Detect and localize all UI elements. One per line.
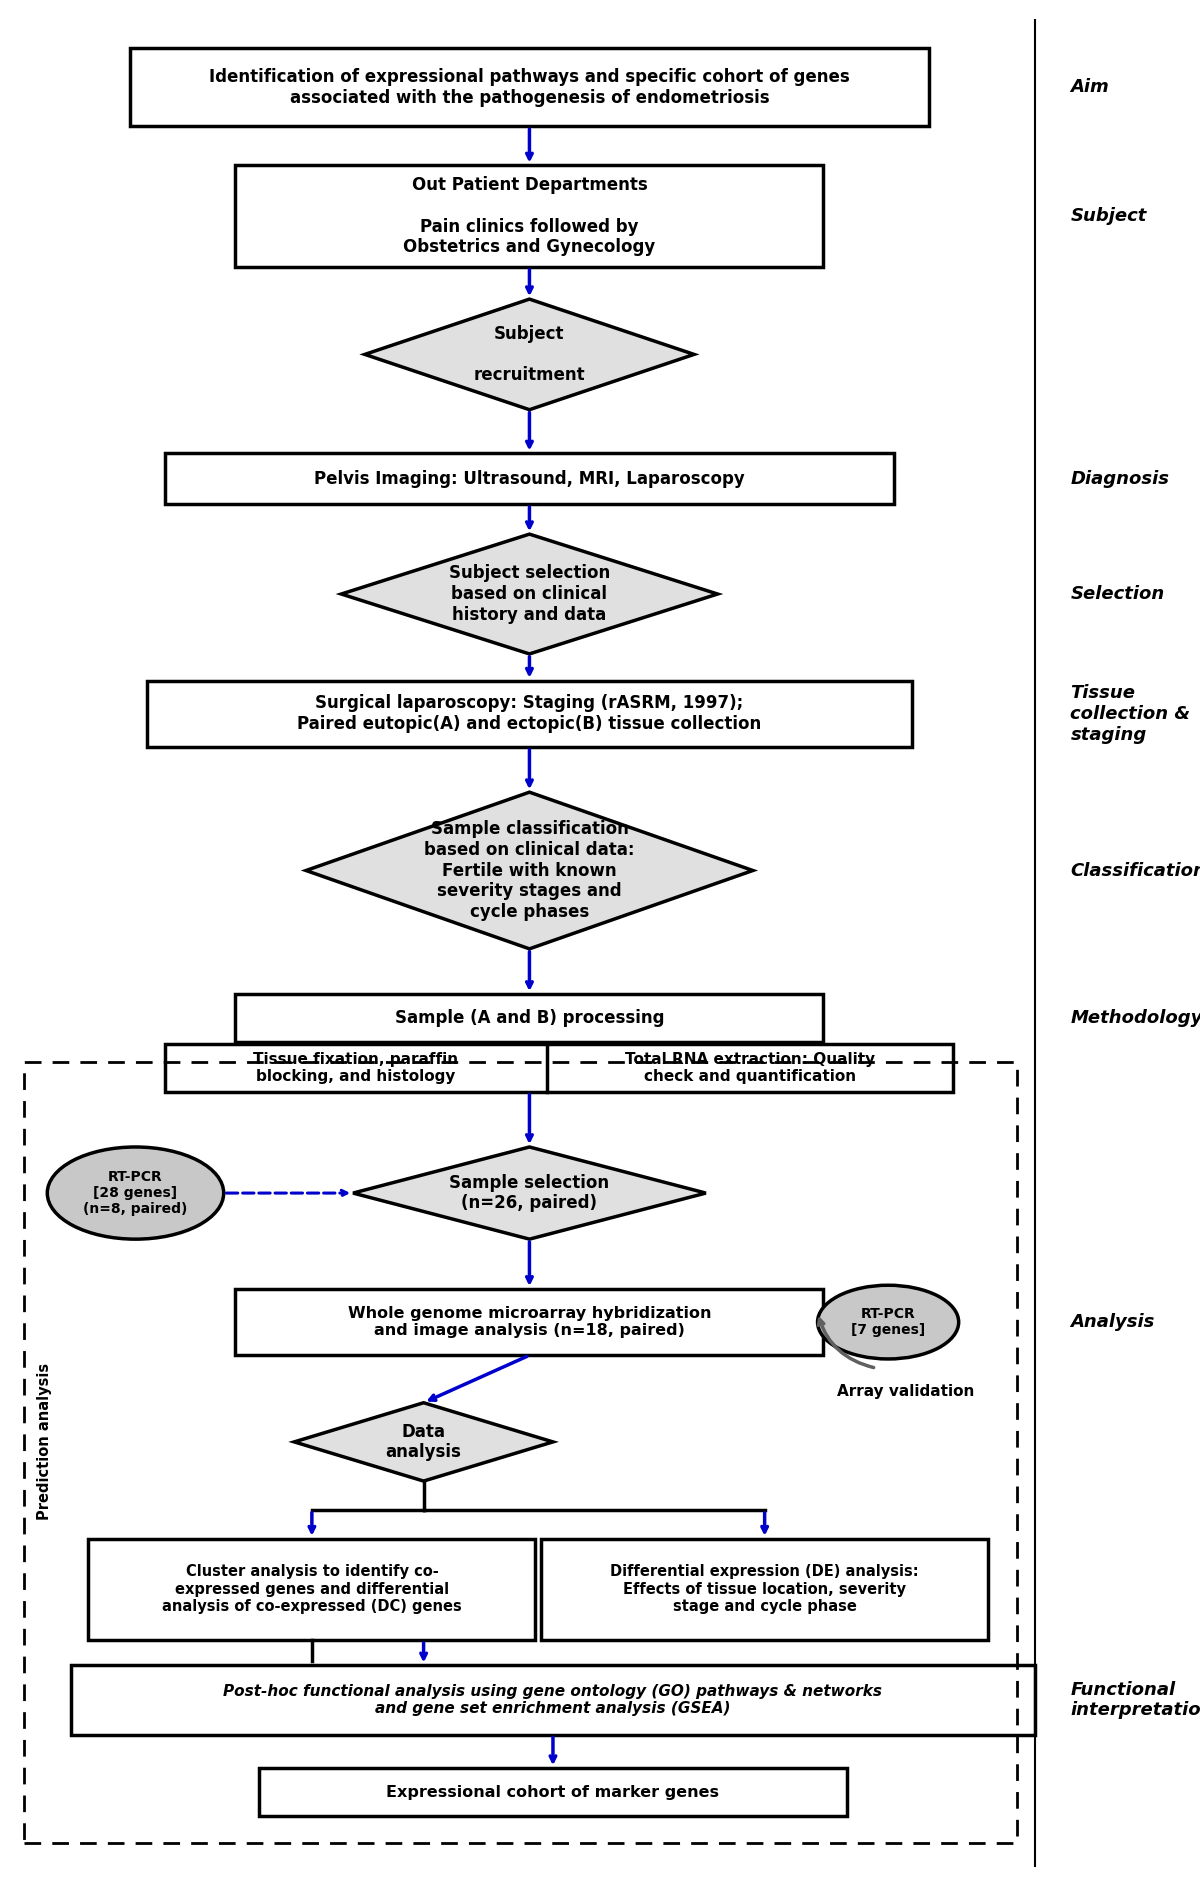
Text: Sample (A and B) processing: Sample (A and B) processing	[395, 1010, 664, 1027]
Text: RT-PCR
[7 genes]: RT-PCR [7 genes]	[851, 1307, 925, 1337]
FancyBboxPatch shape	[541, 1538, 988, 1640]
Polygon shape	[353, 1148, 706, 1239]
Text: Array validation: Array validation	[838, 1385, 974, 1398]
FancyBboxPatch shape	[235, 994, 823, 1042]
Polygon shape	[294, 1403, 553, 1481]
Text: Aim: Aim	[1070, 78, 1109, 97]
Text: Cluster analysis to identify co-
expressed genes and differential
analysis of co: Cluster analysis to identify co- express…	[162, 1564, 462, 1614]
Text: Subject

recruitment: Subject recruitment	[474, 324, 586, 384]
FancyBboxPatch shape	[164, 1044, 953, 1091]
FancyBboxPatch shape	[130, 47, 929, 127]
Text: Subject: Subject	[1070, 206, 1147, 225]
Text: Pelvis Imaging: Ultrasound, MRI, Laparoscopy: Pelvis Imaging: Ultrasound, MRI, Laparos…	[314, 470, 745, 489]
Text: Selection: Selection	[1070, 585, 1165, 602]
Text: Tissue
collection &
staging: Tissue collection & staging	[1070, 684, 1190, 744]
Text: Out Patient Departments

Pain clinics followed by
Obstetrics and Gynecology: Out Patient Departments Pain clinics fol…	[403, 176, 655, 256]
Polygon shape	[306, 792, 752, 949]
Text: Data
analysis: Data analysis	[385, 1422, 462, 1462]
Text: Subject selection
based on clinical
history and data: Subject selection based on clinical hist…	[449, 564, 610, 623]
Ellipse shape	[817, 1286, 959, 1360]
Text: Whole genome microarray hybridization
and image analysis (n=18, paired): Whole genome microarray hybridization an…	[348, 1305, 712, 1339]
FancyBboxPatch shape	[235, 165, 823, 267]
FancyBboxPatch shape	[148, 680, 912, 746]
Text: Prediction analysis: Prediction analysis	[37, 1364, 53, 1521]
Text: Post-hoc functional analysis using gene ontology (GO) pathways & networks
and ge: Post-hoc functional analysis using gene …	[223, 1684, 882, 1716]
FancyBboxPatch shape	[89, 1538, 535, 1640]
Text: Total RNA extraction: Quality
check and quantification: Total RNA extraction: Quality check and …	[625, 1051, 875, 1083]
Polygon shape	[341, 534, 718, 653]
FancyBboxPatch shape	[71, 1665, 1036, 1735]
Text: Surgical laparoscopy: Staging (rASRM, 1997);
Paired eutopic(A) and ectopic(B) ti: Surgical laparoscopy: Staging (rASRM, 19…	[298, 695, 762, 733]
Text: Sample classification
based on clinical data:
Fertile with known
severity stages: Sample classification based on clinical …	[424, 820, 635, 920]
Text: Classification: Classification	[1070, 862, 1200, 879]
Text: Diagnosis: Diagnosis	[1070, 470, 1170, 489]
Text: Functional
interpretation: Functional interpretation	[1070, 1680, 1200, 1720]
Polygon shape	[365, 299, 694, 409]
FancyBboxPatch shape	[164, 453, 894, 504]
Text: Differential expression (DE) analysis:
Effects of tissue location, severity
stag: Differential expression (DE) analysis: E…	[611, 1564, 919, 1614]
FancyBboxPatch shape	[235, 1290, 823, 1356]
Text: Methodology: Methodology	[1070, 1010, 1200, 1027]
Ellipse shape	[47, 1148, 223, 1239]
Text: RT-PCR
[28 genes]
(n=8, paired): RT-PCR [28 genes] (n=8, paired)	[83, 1170, 187, 1216]
FancyBboxPatch shape	[259, 1769, 847, 1816]
Text: Identification of expressional pathways and specific cohort of genes
associated : Identification of expressional pathways …	[209, 68, 850, 106]
Text: Expressional cohort of marker genes: Expressional cohort of marker genes	[386, 1784, 720, 1799]
Text: Sample selection
(n=26, paired): Sample selection (n=26, paired)	[449, 1174, 610, 1212]
Text: Analysis: Analysis	[1070, 1313, 1154, 1331]
Text: Tissue fixation, paraffin
blocking, and histology: Tissue fixation, paraffin blocking, and …	[253, 1051, 458, 1083]
